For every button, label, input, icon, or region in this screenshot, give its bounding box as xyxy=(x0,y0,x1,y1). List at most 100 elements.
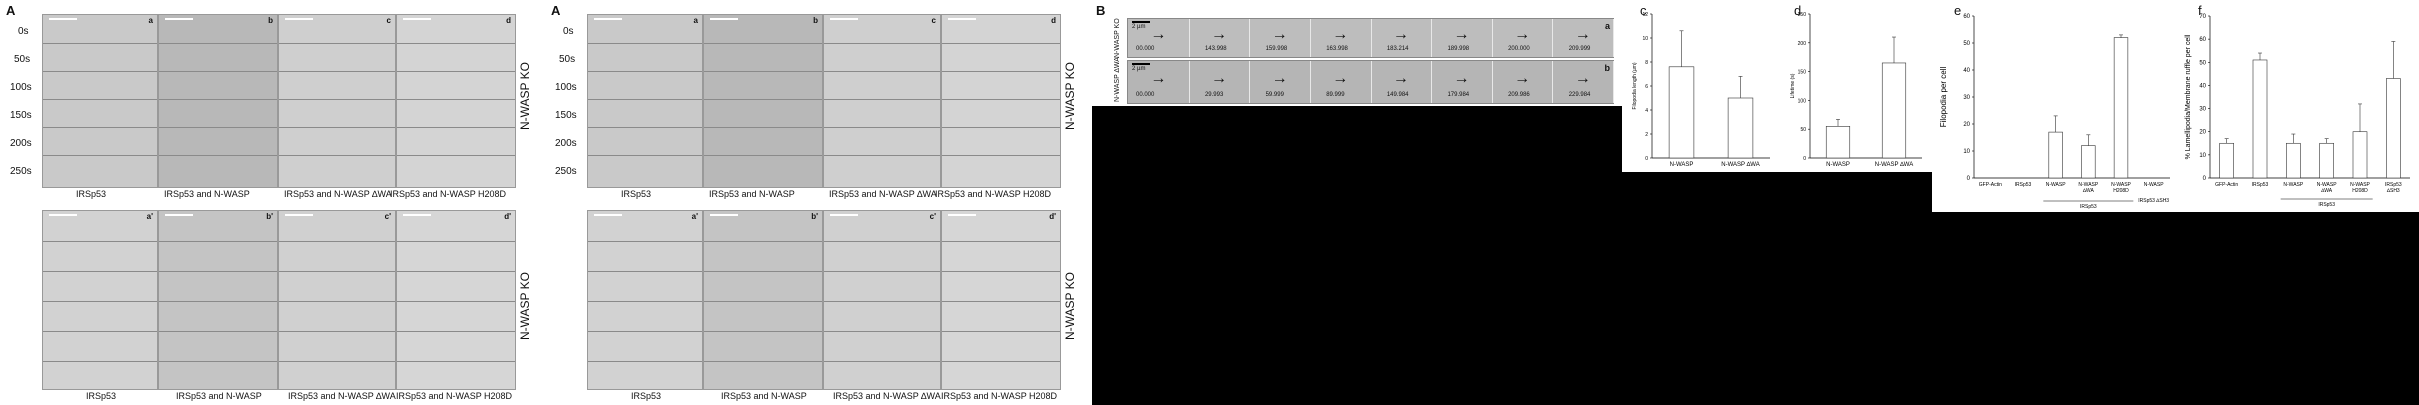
y-tick-label: 150 xyxy=(1798,70,1807,76)
bar xyxy=(1668,66,1695,159)
strip-frame: → 89.999 xyxy=(1310,61,1372,103)
y-tick-label: 8 xyxy=(1645,60,1648,66)
arrow-icon: → xyxy=(1332,70,1349,87)
strip-frame: → 29.993 xyxy=(1189,61,1251,103)
category-label: IRSp53 xyxy=(2252,182,2269,188)
bar xyxy=(2319,142,2334,179)
column-label: IRSp53 xyxy=(621,189,652,199)
arrow-icon: → xyxy=(1514,70,1531,87)
redacted-area xyxy=(2180,212,2419,405)
category-label: IRSp53 xyxy=(2015,182,2032,188)
micrograph-panel-b-prime: b' xyxy=(158,210,278,390)
strip-tag: b xyxy=(1604,63,1611,73)
micrograph-panel-d-prime: d' xyxy=(941,210,1061,390)
side-label-bottom: N-WASP KO xyxy=(1063,271,1077,340)
category-label: N-WASP H208D xyxy=(2350,182,2370,194)
frame-time: 143.998 xyxy=(1204,46,1227,52)
strip-frame: → 00.000 xyxy=(1128,61,1190,103)
y-tick-label: 0 xyxy=(2203,176,2207,182)
category-label: GFP-Actin xyxy=(1979,182,2002,188)
bar xyxy=(1881,62,1907,159)
scale-label: 2 µm xyxy=(1132,24,1146,30)
y-tick-label: 200 xyxy=(1798,41,1807,47)
time-label: 200s xyxy=(555,138,577,149)
category-label: N-WASP ∆WA xyxy=(2078,182,2098,194)
bar xyxy=(2286,142,2301,179)
category-label: N-WASP ∆WA xyxy=(2317,182,2337,194)
time-label: 100s xyxy=(10,82,32,93)
micrograph-panel-a-prime: a' xyxy=(42,210,158,390)
arrow-icon: → xyxy=(1210,26,1227,43)
arrow-icon: → xyxy=(1453,26,1470,43)
chart-c-svg: 0 2 4 6 8 10 12 Filopodia length (µm) N-WASP N-WA… xyxy=(1632,12,1770,168)
micrograph-panel-a-prime: a' xyxy=(587,210,703,390)
scale-label: 2 µm xyxy=(1132,66,1146,72)
strip-frame: → 143.998 xyxy=(1189,19,1251,57)
strip-frame: → 149.984 xyxy=(1371,61,1433,103)
strip-tag: a xyxy=(1604,21,1610,31)
micrograph-panel-c: c xyxy=(278,14,396,188)
side-label-top: N-WASP KO xyxy=(518,61,532,130)
y-tick-label: 12 xyxy=(1642,12,1648,18)
y-tick-label: 70 xyxy=(2199,14,2206,20)
column-label: IRSp53 and N-WASP H208D xyxy=(941,391,1058,401)
group-label: IRSp53 xyxy=(2318,202,2335,208)
y-tick-label: 40 xyxy=(1963,68,1970,74)
bar xyxy=(2081,145,2096,179)
arrow-icon: → xyxy=(1332,26,1349,43)
y-tick-label: 0 xyxy=(1967,176,1971,182)
bar xyxy=(2113,37,2129,179)
micrograph-panel-d: d xyxy=(941,14,1061,188)
redacted-area xyxy=(1782,172,1932,405)
y-tick-label: 50 xyxy=(1800,127,1806,133)
category-label: N-WASP xyxy=(2144,182,2164,188)
strip-frame: → 159.998 xyxy=(1249,19,1311,57)
column-label: IRSp53 and N-WASP ∆WA xyxy=(284,189,392,199)
panel-label-d: d xyxy=(1794,3,1802,18)
y-tick-label: 20 xyxy=(2199,130,2206,136)
column-label: IRSp53 and N-WASP xyxy=(709,189,795,199)
time-label: 100s xyxy=(555,82,577,93)
arrow-icon: → xyxy=(1392,70,1409,87)
frame-time: 183.214 xyxy=(1386,46,1409,52)
column-label: IRSp53 and N-WASP xyxy=(176,391,262,401)
strip-frame: → 189.998 xyxy=(1431,19,1493,57)
micrograph-panel-b: b xyxy=(703,14,823,188)
time-label: 250s xyxy=(10,166,32,177)
redacted-area xyxy=(1622,172,1782,405)
micrograph-panel-c: c xyxy=(823,14,941,188)
bar xyxy=(2386,78,2401,179)
micrograph-panel-c-prime: c' xyxy=(278,210,396,390)
category-label: N-WASP H208D xyxy=(2111,182,2131,194)
bar xyxy=(2048,131,2063,179)
arrow-icon: → xyxy=(1514,26,1531,43)
frame-time: 29.993 xyxy=(1204,92,1224,98)
y-tick-label: 60 xyxy=(1963,14,1970,20)
micrograph-panel-a: a xyxy=(42,14,158,188)
y-tick-label: 0 xyxy=(1803,156,1806,162)
frame-time: 159.998 xyxy=(1265,46,1288,52)
y-tick-label: 40 xyxy=(2199,83,2206,89)
column-label: IRSp53 and N-WASP H208D xyxy=(935,189,1052,199)
strip-frame: → 229.984 xyxy=(1552,61,1614,103)
y-axis-label: Filopodia length (µm) xyxy=(1632,62,1638,109)
time-label: 200s xyxy=(10,138,32,149)
category-label: N-WASP xyxy=(2283,182,2303,188)
y-tick-label: 30 xyxy=(2199,107,2206,113)
figure-a-right: A 0s 50s 100s 150s 200s 250s a b c d IRS… xyxy=(545,0,1100,405)
kymo-strip-a: 2 µm a → 00.000 → 143.998 → 159.998 → 163.998 → 1… xyxy=(1127,18,1614,58)
arrow-icon: → xyxy=(1392,26,1409,43)
arrow-icon: → xyxy=(1574,70,1591,87)
frame-time: 179.984 xyxy=(1447,92,1470,98)
bar xyxy=(1727,97,1754,159)
y-tick-label: 250 xyxy=(1798,12,1807,18)
redacted-area xyxy=(1092,106,1622,405)
side-label-top: N-WASP KO xyxy=(1063,61,1077,130)
panel-label-c: c xyxy=(1640,3,1647,18)
column-label: IRSp53 xyxy=(631,391,662,401)
arrow-icon: → xyxy=(1453,70,1470,87)
arrow-icon: → xyxy=(1271,26,1288,43)
frame-time: 149.984 xyxy=(1386,92,1409,98)
frame-time: 189.998 xyxy=(1447,46,1470,52)
column-label: IRSp53 and N-WASP H208D xyxy=(390,189,507,199)
